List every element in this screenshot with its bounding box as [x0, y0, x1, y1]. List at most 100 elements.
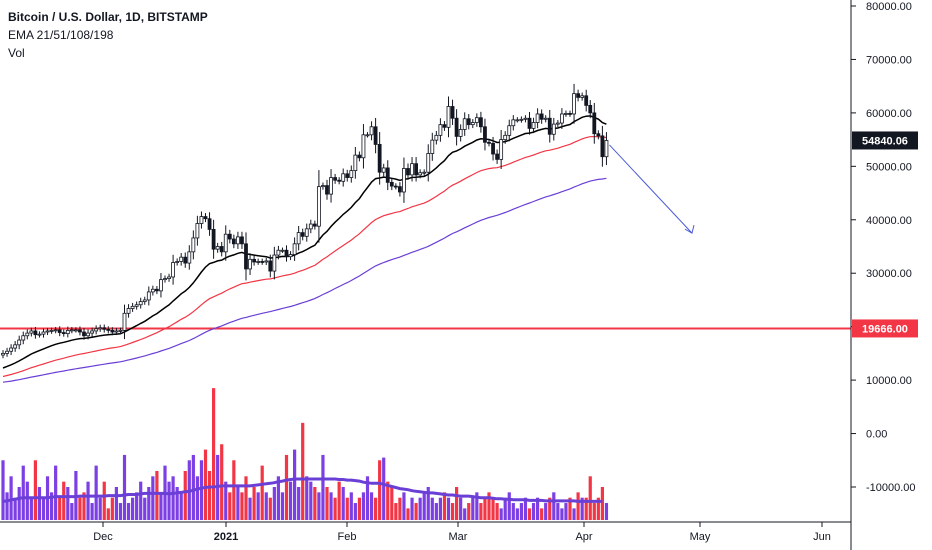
- candle-body-down: [325, 185, 329, 195]
- candle: [345, 169, 350, 182]
- volume-bar: [552, 492, 556, 520]
- candle-body-down: [106, 328, 111, 331]
- candle: [434, 130, 439, 145]
- price-tick-label: 80000.00: [866, 1, 912, 13]
- volume-bar: [224, 481, 228, 520]
- candle: [580, 92, 585, 101]
- candle-body-up: [9, 347, 14, 352]
- volume-bar: [414, 503, 418, 520]
- candle: [474, 113, 479, 127]
- candle: [219, 241, 224, 257]
- candle: [300, 228, 305, 241]
- symbol-title[interactable]: Bitcoin / U.S. Dollar, 1D, BITSTAMP: [8, 10, 208, 24]
- volume-bar: [418, 497, 422, 520]
- candle-body-down: [183, 256, 188, 264]
- candle-body-down: [491, 142, 495, 155]
- ema-108-line: [2, 177, 607, 383]
- candle-body-up: [1, 352, 5, 356]
- volume-bar: [183, 470, 187, 520]
- volume-bar: [118, 503, 123, 520]
- candle-body-down: [203, 216, 208, 220]
- candle: [414, 157, 419, 182]
- candle: [462, 112, 467, 136]
- candle-body-up: [90, 330, 94, 334]
- candle-body-up: [523, 117, 528, 120]
- volume-bar: [402, 492, 406, 520]
- candle: [442, 121, 447, 131]
- volume-bar: [527, 508, 532, 520]
- volume-bar: [341, 487, 345, 520]
- candle: [264, 257, 269, 266]
- volume-bar: [495, 503, 499, 520]
- volume-bar: [406, 508, 410, 520]
- candle: [280, 247, 285, 253]
- volume-layer: [1, 388, 609, 520]
- volume-bar: [459, 497, 463, 520]
- candle-body-up: [264, 260, 269, 263]
- candle-body-up: [53, 329, 58, 332]
- time-axis[interactable]: Dec 2021 Feb Mar Apr May Jun: [93, 522, 831, 543]
- candle: [183, 252, 188, 268]
- volume-bar: [13, 497, 17, 520]
- candle-body-up: [519, 118, 524, 121]
- candle: [296, 226, 301, 251]
- candle-body-up: [5, 350, 9, 354]
- candle: [41, 328, 46, 338]
- candle-body-up: [551, 123, 556, 135]
- candle-body-up: [167, 276, 171, 279]
- candle-body-down: [312, 223, 317, 227]
- time-tick-label: Feb: [338, 531, 357, 543]
- volume-bar: [467, 503, 471, 520]
- candle-body-down: [337, 179, 342, 182]
- candle-body-down: [600, 135, 605, 158]
- price-axis[interactable]: 80000.00 70000.00 60000.00 50000.00 40000.00…: [851, 1, 916, 494]
- candle-body-up: [349, 170, 354, 178]
- candle-body-up: [511, 119, 516, 127]
- candle: [211, 219, 216, 259]
- volume-bar: [349, 492, 353, 520]
- price-tick-label: 0.00: [866, 429, 887, 441]
- ema-indicator-label[interactable]: EMA 21/51/108/198: [8, 28, 114, 42]
- candle: [231, 234, 236, 249]
- candle: [312, 220, 317, 230]
- volume-bar: [394, 503, 398, 520]
- candle-body-up: [430, 139, 435, 154]
- volume-indicator-label[interactable]: Vol: [8, 46, 25, 60]
- candle-body-down: [596, 133, 601, 137]
- candle-body-up: [65, 330, 70, 335]
- candle: [418, 169, 423, 179]
- volume-bar: [475, 492, 479, 520]
- candle-body-up: [292, 243, 297, 255]
- candle-body-up: [365, 134, 370, 137]
- volume-bar: [171, 476, 175, 520]
- candle: [551, 117, 556, 141]
- candle: [543, 115, 548, 123]
- candle-body-up: [288, 254, 293, 258]
- candle-body-down: [244, 243, 248, 270]
- volume-bar: [114, 487, 118, 520]
- candle: [74, 327, 78, 333]
- volume-bar: [592, 503, 596, 520]
- candle: [159, 273, 163, 298]
- volume-bar: [398, 497, 402, 520]
- candle-body-up: [175, 261, 180, 263]
- candle: [438, 118, 443, 142]
- candle: [86, 329, 90, 340]
- candle-body-up: [353, 154, 358, 172]
- candle: [288, 251, 293, 261]
- volume-bar: [212, 388, 216, 520]
- volume-bar: [410, 497, 414, 520]
- candle: [49, 327, 54, 334]
- volume-bar: [361, 492, 366, 520]
- candle: [25, 329, 30, 340]
- candle-body-up: [564, 113, 568, 115]
- volume-bar: [5, 492, 9, 520]
- volume-bar: [139, 481, 143, 520]
- volume-bar: [357, 497, 361, 520]
- candle: [450, 99, 455, 126]
- candle-body-up: [304, 228, 309, 237]
- volume-bar: [511, 503, 515, 520]
- candle: [535, 108, 540, 129]
- volume-bar: [288, 481, 293, 520]
